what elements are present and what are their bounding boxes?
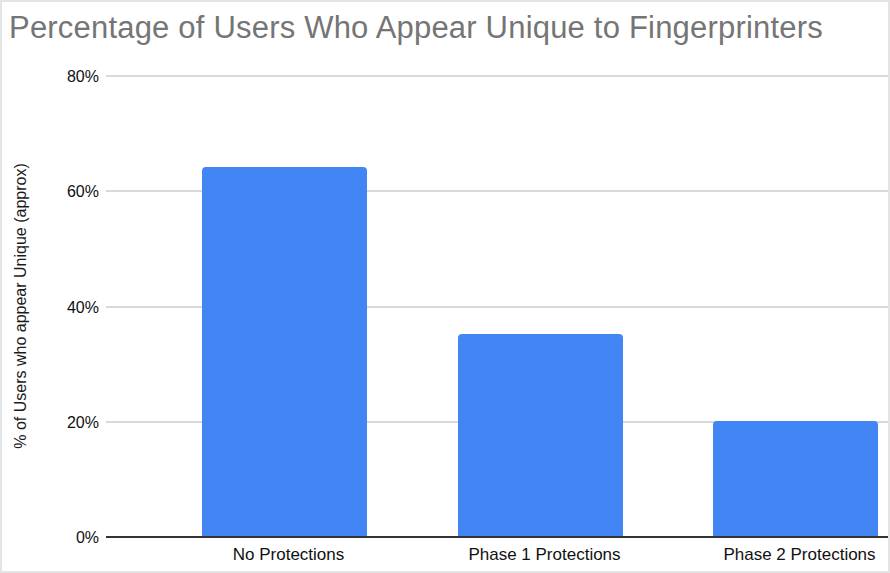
x-tick-label: No Protections [233, 545, 345, 565]
y-tick-label: 20% [2, 414, 99, 432]
x-tick-label: Phase 2 Protections [723, 545, 875, 565]
x-tick-label: Phase 1 Protections [468, 545, 620, 565]
y-tick-label: 80% [2, 68, 99, 86]
chart-title: Percentage of Users Who Appear Unique to… [9, 8, 823, 48]
bar-phase-1-protections [458, 334, 623, 536]
bar-no-protections [202, 167, 367, 536]
y-tick-label: 60% [2, 183, 99, 201]
bar-phase-2-protections [713, 421, 878, 536]
x-axis-line [106, 536, 890, 538]
y-tick-label: 0% [2, 529, 99, 547]
y-tick-label: 40% [2, 299, 99, 317]
gridline-80% [106, 75, 890, 77]
bar-chart: Percentage of Users Who Appear Unique to… [0, 0, 890, 573]
